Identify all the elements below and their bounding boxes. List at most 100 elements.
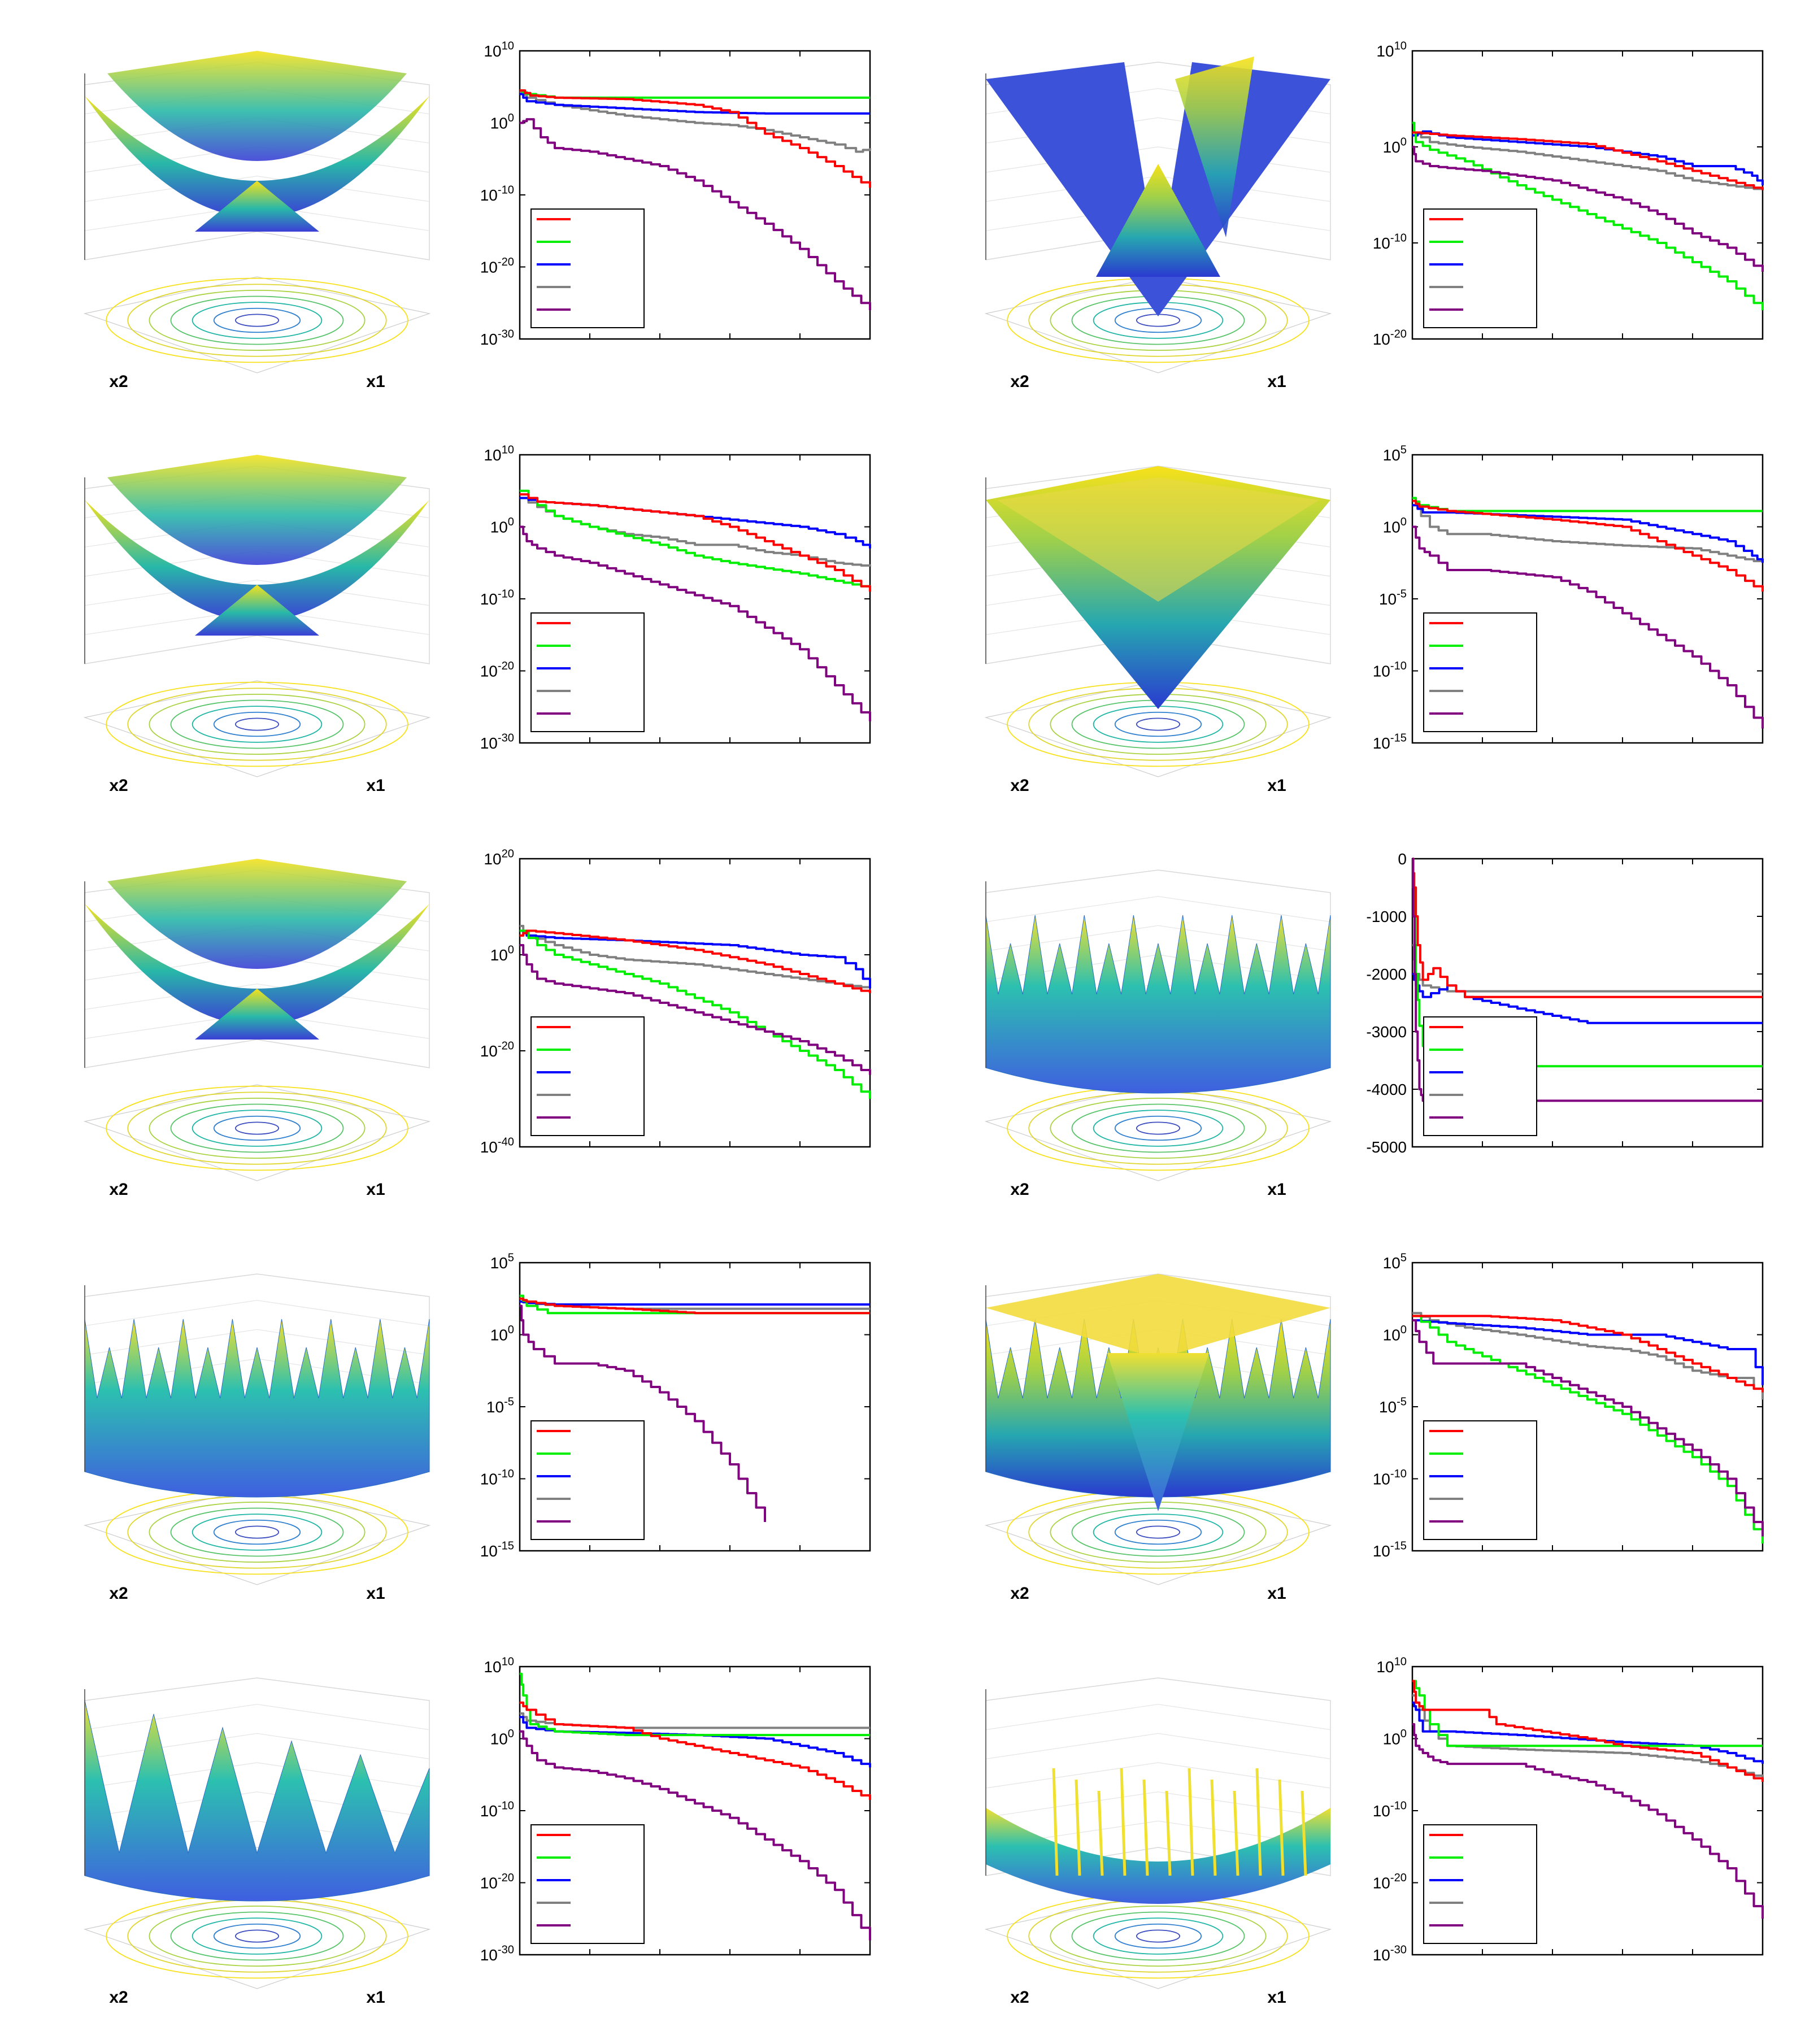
- contour-ring: [127, 688, 387, 761]
- series-line-WMSSA: [1412, 146, 1764, 272]
- y-tick-label: -3000: [1366, 1023, 1407, 1041]
- contour-ring: [192, 1917, 323, 1955]
- x1-axis-label: x1: [366, 372, 385, 391]
- contour-ring: [1136, 717, 1181, 731]
- contour-ring: [1050, 1097, 1267, 1159]
- y-tick-label: 1010: [484, 40, 514, 60]
- grid-line: [1158, 925, 1331, 951]
- legend-box: [1423, 612, 1537, 732]
- grid-line: [256, 1300, 430, 1327]
- y-tick-label: 10-10: [1373, 660, 1407, 680]
- series-line-SSA: [1412, 858, 1763, 998]
- x2-axis-label: x2: [1010, 1180, 1029, 1199]
- y-tick-label: 10-20: [480, 1872, 514, 1892]
- y-tick-label: 10-10: [480, 1799, 514, 1820]
- contour-ring: [1071, 1507, 1245, 1557]
- legend-box: [530, 612, 645, 732]
- contour-ring: [149, 289, 366, 351]
- surface-plot-F10: x2 x1: [984, 1677, 1332, 2007]
- surface-plot-F1: x2 x1: [83, 51, 431, 391]
- x1-axis-label: x1: [366, 1584, 385, 1603]
- contour-ring: [170, 699, 344, 749]
- contour-ring: [106, 1489, 408, 1575]
- floor-plane: [83, 1892, 431, 1989]
- y-tick-label: 100: [1383, 1728, 1407, 1748]
- convergence-chart-F2: 1010 100 10-10 10-20: [1373, 40, 1764, 348]
- contour-ring: [213, 307, 301, 333]
- x2-axis-label: x2: [1010, 776, 1029, 795]
- x2-axis-label: x2: [1010, 1584, 1029, 1603]
- series-line-ALO: [520, 90, 871, 153]
- legend-box: [1423, 1420, 1537, 1540]
- surface-peak: [195, 989, 319, 1040]
- surface-plot-F7: x2 x1: [83, 1273, 431, 1603]
- contour-ring: [127, 284, 387, 357]
- y-tick-label: 105: [490, 1251, 514, 1272]
- x1-axis-label: x1: [1267, 1988, 1286, 2007]
- series-line-SSA: [1412, 1315, 1764, 1393]
- grid-line: [256, 1704, 430, 1730]
- surface-spike: [1165, 1790, 1172, 1876]
- grid-line: [84, 1704, 258, 1730]
- y-tick-label: 10-10: [1373, 1468, 1407, 1488]
- convergence-chart-F10: 1010 100 10-10 10-20 10-30: [1373, 1655, 1764, 1964]
- series-line-ALO: [1412, 944, 1763, 993]
- surface-spike: [1188, 1768, 1194, 1876]
- grid-line: [1158, 1733, 1331, 1759]
- surface-spike: [1075, 1779, 1081, 1876]
- y-tick-label: 10-30: [480, 1943, 514, 1964]
- floor-plane: [83, 1488, 431, 1585]
- surface-plot-F3: x2 x1: [83, 455, 431, 795]
- contour-ring: [170, 1507, 344, 1557]
- contour-ring: [1093, 706, 1224, 743]
- contour-ring: [1093, 1514, 1224, 1551]
- x2-axis-label: x2: [1010, 1988, 1029, 2007]
- grid-line: [84, 1329, 258, 1355]
- series-line-MFO: [520, 489, 871, 588]
- x2-axis-label: x2: [109, 1988, 128, 2007]
- y-tick-label: 1010: [484, 1655, 514, 1676]
- surface-peak: [195, 181, 319, 232]
- series-line-MFO: [1412, 121, 1764, 310]
- y-tick-label: 10-20: [1373, 328, 1407, 348]
- convergence-chart-F9: 1010 100 10-10 10-20 10-30: [480, 1655, 871, 1964]
- surface-front: [986, 1808, 1330, 1904]
- legend-box: [530, 1420, 645, 1540]
- contour-ring: [1136, 1929, 1181, 1943]
- series-line-GOA: [1412, 130, 1764, 185]
- grid-line: [1158, 896, 1331, 923]
- y-tick-label: 10-10: [480, 184, 514, 204]
- floor-plane: [83, 680, 431, 777]
- y-tick-label: 10-20: [480, 256, 514, 276]
- contour-ring: [127, 1495, 387, 1569]
- x1-axis-label: x1: [1267, 776, 1286, 795]
- y-tick-label: 10-30: [480, 328, 514, 348]
- x1-axis-label: x1: [366, 1988, 385, 2007]
- series-line-SSA: [1412, 499, 1764, 592]
- surface-front: [85, 904, 429, 1025]
- convergence-chart-F5: 1020 100 10-20 10-40: [480, 847, 871, 1156]
- convergence-chart-F1: 1010 100 10-10 10-20 10-30: [480, 40, 871, 348]
- x1-axis-label: x1: [1267, 1584, 1286, 1603]
- surface-plot-F4: x2 x1: [984, 466, 1332, 795]
- series-line-SSA: [520, 1701, 871, 1800]
- contour-ring: [1114, 1115, 1202, 1141]
- x2-axis-label: x2: [1010, 372, 1029, 391]
- y-tick-label: 1010: [1376, 1655, 1407, 1676]
- surface-plot-F2: x2 x1: [984, 56, 1332, 391]
- y-tick-label: 10-40: [480, 1136, 514, 1156]
- contour-ring: [192, 706, 323, 743]
- y-tick-label: 100: [490, 516, 514, 536]
- grid-line: [84, 1733, 258, 1759]
- surface-spike: [1255, 1768, 1262, 1876]
- surface-body: [84, 1700, 430, 1902]
- convergence-chart-F7: 105 100 10-5 10-10 10-15: [480, 1251, 871, 1560]
- convergence-chart-F6: 0 -1000 -2000 -3000 -4000 -5000: [1366, 850, 1764, 1156]
- surface-front: [986, 62, 1330, 316]
- surface-rim: [997, 477, 1319, 602]
- series-line-MFO: [520, 1672, 870, 1737]
- contour-ring: [1093, 1917, 1224, 1955]
- surface-front: [85, 96, 429, 218]
- convergence-charts-layer: 101010010-1010-2010-30101010010-1010-201…: [480, 40, 1764, 1964]
